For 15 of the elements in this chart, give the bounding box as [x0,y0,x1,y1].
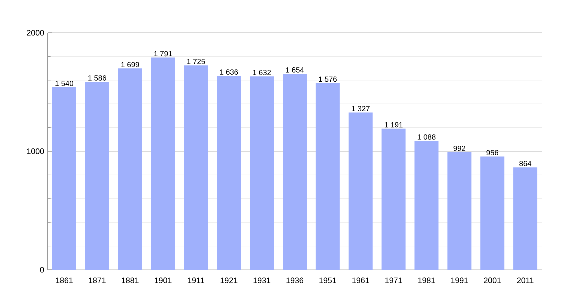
bar [52,88,76,270]
bar [448,152,472,270]
bar [480,156,505,270]
bar [283,74,308,270]
bar [514,168,538,270]
bar [217,76,242,270]
bar [118,68,142,270]
bar [316,83,340,270]
bar [382,128,406,270]
bar [151,58,176,270]
bar [184,66,208,270]
bar [414,141,439,270]
bar [348,112,373,270]
bar [250,76,274,270]
bar [85,82,110,270]
